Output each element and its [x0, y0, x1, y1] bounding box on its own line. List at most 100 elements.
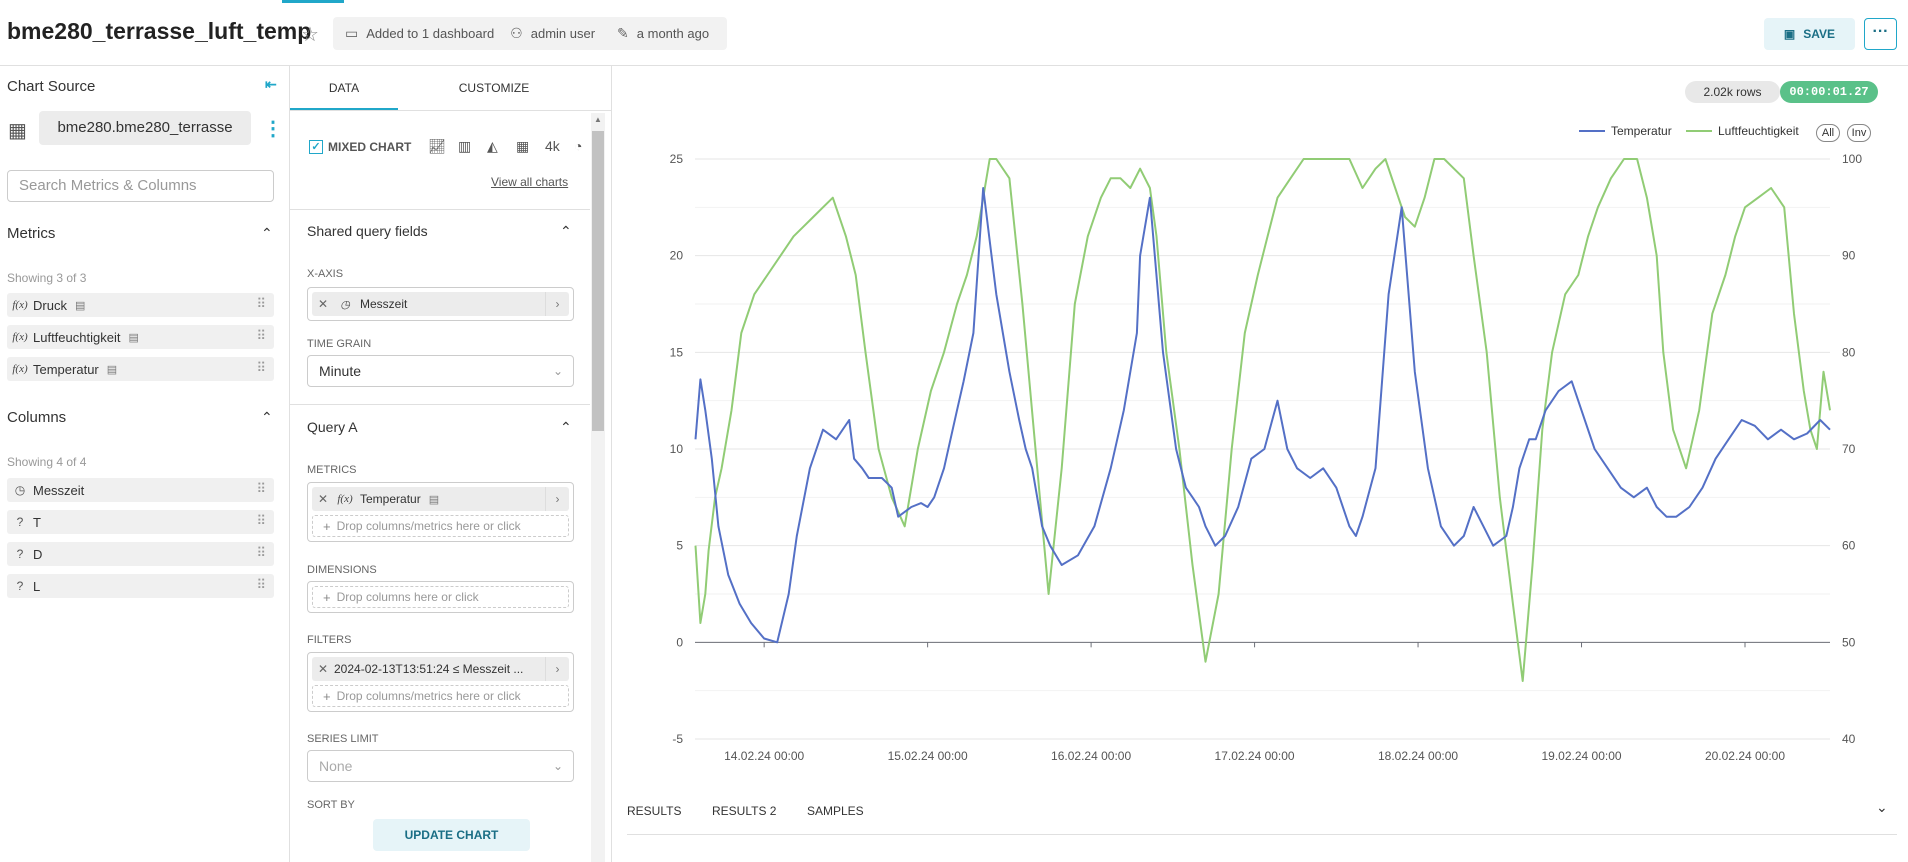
filters-label: FILTERS — [307, 634, 352, 646]
line-chart-icon[interactable]: 📈︎ — [428, 138, 446, 154]
remove-icon[interactable]: ✕ — [317, 492, 329, 506]
chevron-right-icon[interactable]: › — [545, 657, 569, 681]
drag-handle-icon[interactable]: ⠿ — [256, 360, 265, 375]
tab-results[interactable]: RESULTS — [627, 804, 682, 818]
legend-item-temperatur[interactable]: Temperatur — [1579, 124, 1672, 138]
table-chart-icon[interactable]: ▦ — [516, 138, 530, 154]
tab-results-2[interactable]: RESULTS 2 — [712, 804, 777, 818]
chevron-up-icon[interactable]: ⌃ — [261, 225, 273, 241]
drag-handle-icon[interactable]: ⠿ — [256, 513, 265, 528]
chart-title[interactable]: bme280_terrasse_luft_temp — [7, 18, 312, 44]
y-right-tick-label: 90 — [1842, 249, 1856, 263]
x-tick-label: 19.02.24 00:00 — [1541, 749, 1621, 763]
chevron-up-icon[interactable]: ⌃ — [560, 223, 572, 239]
pie-chart-icon[interactable]: ◔ — [574, 138, 583, 154]
metric-pill-value: Temperatur — [360, 492, 421, 506]
series-line-luftfeuchtigkeit — [694, 158, 1831, 682]
control-panel-scrollbar[interactable]: ▲ — [591, 113, 605, 862]
chevron-right-icon[interactable]: › — [545, 487, 569, 511]
xaxis-field[interactable]: ✕ ◷ Messzeit › — [307, 287, 574, 321]
y-left-tick-label: 25 — [670, 152, 684, 166]
metrics-section-title[interactable]: Metrics — [7, 225, 56, 242]
clock-icon: ◷ — [340, 298, 350, 311]
save-button-label: SAVE — [1803, 27, 1836, 41]
save-button[interactable]: ▣ SAVE — [1764, 18, 1855, 50]
modified-meta[interactable]: ✎ a month ago — [617, 25, 709, 42]
metric-item[interactable]: f(x) Druck ▤ ⠿ — [7, 293, 274, 317]
mixed-chart-selector[interactable]: ✓ MIXED CHART — [309, 140, 411, 154]
bar-chart-icon[interactable]: ▥ — [458, 138, 472, 154]
xaxis-label: X-AXIS — [307, 268, 344, 280]
drop-filters-zone[interactable]: + Drop columns/metrics here or click — [312, 685, 569, 707]
dataset-name[interactable]: bme280.bme280_terrasse — [39, 111, 251, 145]
xaxis-pill[interactable]: ✕ ◷ Messzeit › — [312, 292, 569, 316]
dashboard-meta[interactable]: ▭ Added to 1 dashboard — [345, 25, 494, 42]
metric-pill[interactable]: ✕ f(x) Temperatur ▤ › — [312, 487, 569, 511]
drag-handle-icon[interactable]: ⠿ — [256, 545, 265, 560]
drag-handle-icon[interactable]: ⠿ — [256, 296, 265, 311]
update-chart-button[interactable]: UPDATE CHART — [373, 819, 530, 851]
tab-customize[interactable]: CUSTOMIZE — [458, 81, 530, 95]
metrics-field[interactable]: ✕ f(x) Temperatur ▤ › + Drop columns/met… — [307, 482, 574, 542]
chevron-up-icon[interactable]: ⌃ — [261, 409, 273, 425]
dimensions-field[interactable]: + Drop columns here or click — [307, 581, 574, 613]
legend-item-luftfeuchtigkeit[interactable]: Luftfeuchtigkeit — [1686, 124, 1799, 138]
modified-meta-text: a month ago — [636, 26, 710, 41]
clock-icon: ◷ — [14, 483, 26, 497]
active-indicator — [282, 0, 344, 3]
dataset-menu-icon[interactable]: ⋮ — [263, 118, 283, 140]
remove-icon[interactable]: ✕ — [317, 297, 329, 311]
filters-field[interactable]: ✕ 2024-02-13T13:51:24 ≤ Messzeit ... › +… — [307, 652, 574, 712]
timegrain-value: Minute — [319, 363, 362, 379]
shared-query-title[interactable]: Shared query fields — [307, 223, 428, 239]
chevron-right-icon[interactable]: › — [545, 292, 569, 316]
metric-item[interactable]: f(x) Temperatur ▤ ⠿ — [7, 357, 274, 381]
column-item[interactable]: ? D ⠿ — [7, 542, 274, 566]
collapse-panel-icon[interactable]: ⇤ — [265, 76, 277, 92]
column-item[interactable]: ? L ⠿ — [7, 574, 274, 598]
legend-invert-button[interactable]: Inv — [1847, 124, 1871, 142]
columns-section-title[interactable]: Columns — [7, 409, 67, 426]
y-left-tick-label: 10 — [670, 442, 684, 456]
header: bme280_terrasse_luft_temp ☆ ▭ Added to 1… — [0, 0, 1908, 66]
legend-select-all-button[interactable]: All — [1816, 124, 1840, 142]
drag-handle-icon[interactable]: ⠿ — [256, 328, 265, 343]
more-options-button[interactable]: ··· — [1864, 18, 1897, 50]
function-icon: f(x) — [337, 493, 353, 505]
scroll-up-icon[interactable]: ▲ — [594, 115, 602, 124]
tab-samples[interactable]: SAMPLES — [807, 804, 864, 818]
table-icon: ▤ — [106, 363, 118, 376]
area-chart-icon[interactable]: ◭ — [487, 138, 498, 154]
table-icon: ▤ — [74, 299, 86, 312]
search-metrics-input[interactable]: Search Metrics & Columns — [7, 170, 274, 202]
column-item[interactable]: ? T ⠿ — [7, 510, 274, 534]
drop-columns-text: Drop columns here or click — [336, 590, 479, 604]
view-all-charts-link[interactable]: View all charts — [491, 175, 569, 189]
function-icon: f(x) — [12, 363, 28, 375]
big-number-icon[interactable]: 4k — [545, 138, 560, 154]
plus-icon: + — [323, 688, 331, 704]
drop-columns-zone[interactable]: + Drop columns here or click — [312, 586, 569, 608]
check-icon: ✓ — [309, 140, 323, 154]
column-item[interactable]: ◷ Messzeit ⠿ — [7, 478, 274, 502]
filter-pill[interactable]: ✕ 2024-02-13T13:51:24 ≤ Messzeit ... › — [312, 657, 569, 681]
drag-handle-icon[interactable]: ⠿ — [256, 577, 265, 592]
chevron-down-icon[interactable]: ⌄ — [1876, 799, 1888, 815]
chevron-up-icon[interactable]: ⌃ — [560, 419, 572, 435]
scrollbar-thumb[interactable] — [592, 131, 604, 431]
metric-item[interactable]: f(x) Luftfeuchtigkeit ▤ ⠿ — [7, 325, 274, 349]
series-line-temperatur — [694, 187, 1831, 644]
tab-data[interactable]: DATA — [290, 66, 398, 110]
sort-by-label: SORT BY — [307, 799, 355, 811]
series-limit-select[interactable]: None ⌄ — [307, 750, 574, 782]
timegrain-select[interactable]: Minute ⌄ — [307, 355, 574, 387]
star-icon[interactable]: ☆ — [301, 24, 319, 46]
drop-metrics-zone[interactable]: + Drop columns/metrics here or click — [312, 515, 569, 537]
metrics-count: Showing 3 of 3 — [7, 271, 87, 285]
remove-icon[interactable]: ✕ — [317, 662, 329, 676]
query-a-title[interactable]: Query A — [307, 419, 358, 435]
owner-meta[interactable]: ⚇ admin user — [510, 25, 595, 42]
xaxis-value: Messzeit — [360, 297, 408, 311]
drag-handle-icon[interactable]: ⠿ — [256, 481, 265, 496]
